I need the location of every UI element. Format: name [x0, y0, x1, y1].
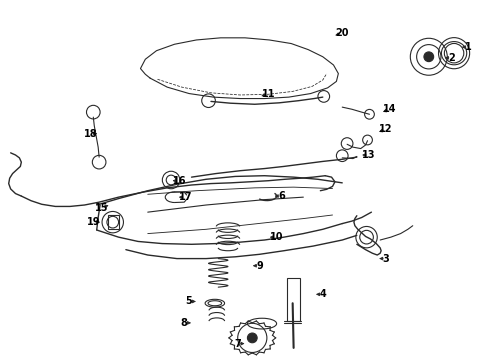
Text: 19: 19	[87, 217, 100, 227]
Circle shape	[247, 333, 257, 343]
Circle shape	[424, 52, 434, 62]
Text: 10: 10	[270, 232, 283, 242]
Bar	[108, 215, 119, 229]
Text: 3: 3	[383, 253, 390, 264]
Text: 18: 18	[84, 129, 97, 139]
Text: 13: 13	[362, 150, 376, 160]
Text: 11: 11	[262, 89, 275, 99]
Text: 20: 20	[336, 28, 349, 38]
Bar	[287, 278, 300, 321]
Text: 1: 1	[466, 42, 472, 52]
Text: 17: 17	[179, 192, 193, 202]
Text: 2: 2	[448, 53, 455, 63]
Text: 7: 7	[234, 339, 241, 348]
Text: 12: 12	[379, 124, 393, 134]
Text: 4: 4	[319, 289, 326, 299]
Text: 15: 15	[95, 203, 108, 213]
Text: 8: 8	[181, 318, 188, 328]
Text: 9: 9	[256, 261, 263, 271]
Text: 16: 16	[172, 176, 186, 186]
Text: 6: 6	[278, 191, 285, 201]
Text: 14: 14	[383, 104, 396, 114]
Text: 5: 5	[186, 296, 193, 306]
